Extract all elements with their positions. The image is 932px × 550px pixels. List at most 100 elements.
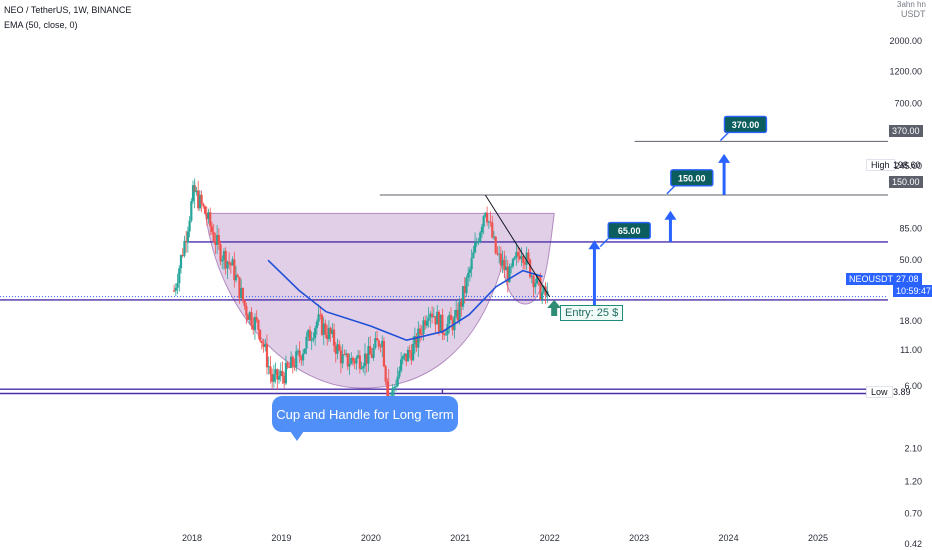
candle-body (295, 351, 298, 368)
candle-body (331, 329, 334, 335)
x-tick-label: 2019 (271, 533, 291, 543)
candle-body (279, 370, 282, 377)
target-arrow-3-head (718, 153, 731, 163)
y-tick-label: 11.00 (900, 345, 922, 355)
target-arrow-1-head (588, 240, 601, 250)
candle-body (265, 344, 269, 368)
candle-body (252, 325, 255, 330)
candle-body (207, 212, 210, 219)
candle-body (501, 260, 504, 266)
candle-body (541, 292, 544, 300)
candle-body (487, 221, 490, 223)
candle-body (372, 347, 375, 358)
high-value: 198.60 (893, 160, 921, 170)
target-leader (719, 131, 729, 141)
candle-body (486, 212, 489, 223)
candle-body (353, 360, 356, 364)
candle-body (527, 252, 530, 260)
candle-body (535, 275, 539, 284)
symbol-title[interactable]: NEO / TetherUS, 1W, BINANCE (4, 5, 132, 15)
target-leader (599, 238, 609, 248)
candle-body (288, 367, 291, 369)
candle-body (375, 338, 379, 341)
candle-body (418, 328, 422, 334)
candle-body (360, 368, 363, 370)
candle-body (339, 350, 343, 364)
candle-body (542, 286, 545, 293)
target-badge (670, 169, 714, 187)
candle-body (443, 333, 446, 335)
candle-body (522, 256, 525, 263)
candle-body (250, 312, 253, 326)
candle-body (370, 354, 373, 358)
candle-body (315, 321, 318, 329)
cup-and-handle-callout[interactable]: Cup and Handle for Long Term (272, 396, 458, 441)
candle-body (346, 353, 349, 367)
candle-body (334, 345, 337, 354)
candle-body (492, 236, 496, 238)
candle-body (188, 220, 191, 232)
candle-body (281, 370, 284, 377)
candle-body (470, 258, 473, 270)
candle-body (436, 311, 439, 325)
candle-body (424, 320, 427, 326)
candle-body (460, 301, 463, 307)
target-badge-label: 65.00 (618, 226, 641, 236)
candle-body (296, 350, 300, 352)
candle-body (183, 240, 186, 256)
candle-body (434, 316, 437, 325)
candle-body (303, 348, 306, 354)
y-tick-label: 1.20 (904, 477, 922, 487)
y-tick-label: 18.00 (899, 316, 922, 326)
y-tick-label: 0.42 (904, 539, 922, 549)
x-tick-label: 2020 (361, 533, 381, 543)
candle-body (219, 244, 222, 262)
candle-body (525, 252, 528, 265)
candle-body (468, 269, 472, 273)
candle-body (422, 320, 425, 335)
candle-body (496, 253, 499, 255)
candle-body (229, 263, 232, 266)
candle-body (233, 259, 236, 281)
candle-body (350, 357, 353, 364)
candle-body (174, 287, 177, 291)
last-price-tag: 27.08 (893, 273, 922, 285)
candle-body (415, 336, 418, 348)
candle-body (355, 357, 358, 364)
candle-body (181, 255, 184, 257)
candle-body (441, 314, 444, 334)
ema-indicator-label[interactable]: EMA (50, close, 0) (4, 20, 78, 30)
horizontal-levels-layer (0, 140, 888, 395)
candle-body (186, 231, 189, 243)
candle-body (448, 314, 451, 324)
ema-layer (267, 259, 543, 342)
candle-body (489, 221, 492, 223)
candle-body (503, 260, 506, 271)
candle-body (216, 235, 219, 245)
candle-body (322, 323, 325, 335)
candle-body (432, 316, 435, 318)
cup-pattern-layer (204, 212, 555, 389)
candle-body (491, 222, 494, 238)
entry-label[interactable]: Entry: 25 $ (560, 305, 624, 321)
candle-body (420, 333, 423, 335)
y-tick-label: 0.70 (904, 509, 922, 519)
cup-and-handle-shape (204, 212, 555, 389)
axis-unit-top: 3ahn hn (897, 0, 926, 9)
candle-body (179, 255, 183, 269)
candle-body (504, 266, 508, 271)
candle-body (343, 354, 346, 356)
candle-body (320, 315, 324, 335)
candle-body (259, 329, 262, 341)
candle-body (226, 261, 229, 269)
y-tick-label: 6.00 (904, 381, 922, 391)
candle-body (178, 268, 181, 284)
target-arrows-layer: 65.00 150.00 370.00 (547, 115, 768, 316)
candle-body (530, 275, 533, 278)
candle-body (412, 343, 415, 361)
candle-body (262, 342, 265, 347)
x-tick-label: 2025 (808, 533, 828, 543)
candle-body (518, 255, 521, 260)
candle-body (537, 275, 540, 278)
